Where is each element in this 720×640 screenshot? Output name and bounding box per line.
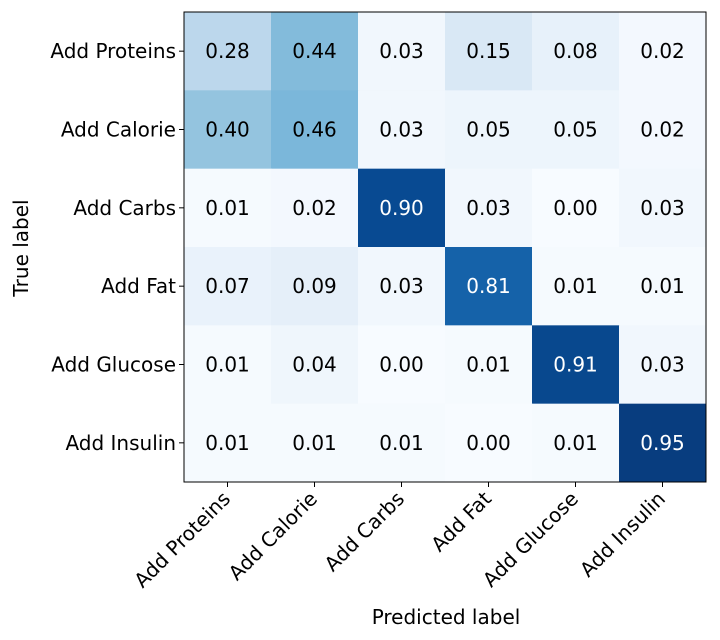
cell-value-label: 0.01 — [553, 431, 598, 455]
heatmap-cell — [271, 12, 359, 91]
heatmap-cell — [184, 247, 272, 326]
y-tick-label: Add Fat — [101, 274, 176, 298]
heatmap-cell — [619, 168, 707, 248]
cell-value-label: 0.07 — [205, 274, 250, 298]
cell-value-label: 0.28 — [205, 39, 250, 63]
cell-value-label: 0.04 — [292, 353, 337, 377]
x-tick-label: Add Carbs — [319, 487, 409, 577]
heatmap-cell — [184, 403, 272, 483]
cell-value-label: 0.03 — [466, 196, 511, 220]
heatmap-cell — [619, 12, 707, 91]
heatmap-cell — [358, 247, 446, 326]
heatmap-cell — [358, 403, 446, 483]
heatmap-cell — [358, 168, 446, 248]
cell-value-label: 0.95 — [640, 431, 685, 455]
cell-value-label: 0.44 — [292, 39, 337, 63]
cell-value-label: 0.05 — [466, 118, 511, 142]
heatmap-cell — [358, 325, 446, 405]
heatmap-cell — [358, 90, 446, 170]
cell-value-label: 0.03 — [640, 196, 685, 220]
heatmap-cell — [445, 12, 533, 91]
heatmap-cell — [271, 403, 359, 483]
heatmap-cell — [184, 168, 272, 248]
x-axis-label: Predicted label — [372, 605, 521, 629]
heatmap-cell — [358, 12, 446, 91]
y-axis-label: True label — [9, 199, 33, 297]
y-tick-label: Add Insulin — [65, 431, 176, 455]
heatmap-cell — [445, 90, 533, 170]
heatmap-cell — [619, 90, 707, 170]
cell-value-label: 0.01 — [205, 196, 250, 220]
heatmap-cell — [271, 325, 359, 405]
cell-value-label: 0.46 — [292, 118, 337, 142]
heatmap-cell — [271, 168, 359, 248]
cell-value-label: 0.40 — [205, 118, 250, 142]
heatmap-cell — [445, 403, 533, 483]
cell-value-label: 0.03 — [379, 118, 424, 142]
cell-value-label: 0.81 — [466, 274, 511, 298]
cell-value-label: 0.01 — [640, 274, 685, 298]
heatmap-cell — [184, 325, 272, 405]
cell-value-label: 0.01 — [466, 353, 511, 377]
x-tick-label: Add Fat — [426, 486, 496, 556]
y-tick-label: Add Carbs — [73, 196, 176, 220]
cell-value-label: 0.02 — [640, 39, 685, 63]
heatmap-cell — [532, 12, 620, 91]
cell-value-label: 0.01 — [553, 274, 598, 298]
heatmap-cell — [532, 90, 620, 170]
heatmap-cell — [445, 247, 533, 326]
heatmap-cell — [532, 168, 620, 248]
cell-value-label: 0.00 — [379, 353, 424, 377]
heatmap-cell — [184, 90, 272, 170]
heatmap-cell — [271, 247, 359, 326]
cell-value-label: 0.91 — [553, 353, 598, 377]
cell-value-label: 0.03 — [379, 274, 424, 298]
x-tick-label: Add Calorie — [224, 487, 322, 585]
heatmap-cell — [184, 12, 272, 91]
heatmap-cell — [445, 325, 533, 405]
heatmap-cell — [532, 403, 620, 483]
heatmap-cell — [532, 247, 620, 326]
cell-value-label: 0.01 — [205, 431, 250, 455]
cell-value-label: 0.03 — [379, 39, 424, 63]
cell-value-label: 0.90 — [379, 196, 424, 220]
cell-value-label: 0.01 — [205, 353, 250, 377]
cell-value-label: 0.01 — [379, 431, 424, 455]
y-tick-label: Add Proteins — [50, 39, 176, 63]
heatmap-cell — [271, 90, 359, 170]
cell-value-label: 0.00 — [553, 196, 598, 220]
heatmap-cell — [445, 168, 533, 248]
y-tick-label: Add Calorie — [61, 118, 176, 142]
y-tick-label: Add Glucose — [51, 353, 176, 377]
x-tick-label: Add Proteins — [129, 487, 235, 593]
cell-value-label: 0.00 — [466, 431, 511, 455]
cell-value-label: 0.08 — [553, 39, 598, 63]
cell-value-label: 0.15 — [466, 39, 511, 63]
x-tick-label: Add Insulin — [575, 487, 670, 582]
heatmap-cell — [619, 325, 707, 405]
heatmap-cells: 0.28 0.44 0.03 0.15 0.08 0.02 0.40 0.46 0.03 0.05… — [184, 12, 707, 483]
cell-value-label: 0.02 — [292, 196, 337, 220]
cell-value-label: 0.03 — [640, 353, 685, 377]
plot-frame — [183, 11, 707, 483]
heatmap-cell — [619, 403, 707, 483]
cell-value-label: 0.01 — [292, 431, 337, 455]
cell-value-label: 0.02 — [640, 118, 685, 142]
cell-value-label: 0.05 — [553, 118, 598, 142]
y-axis-ticks: Add Proteins Add Calorie Add Carbs Add Fat A… — [50, 39, 184, 455]
heatmap-cell — [532, 325, 620, 405]
cell-value-label: 0.09 — [292, 274, 337, 298]
heatmap-cell — [619, 247, 707, 326]
